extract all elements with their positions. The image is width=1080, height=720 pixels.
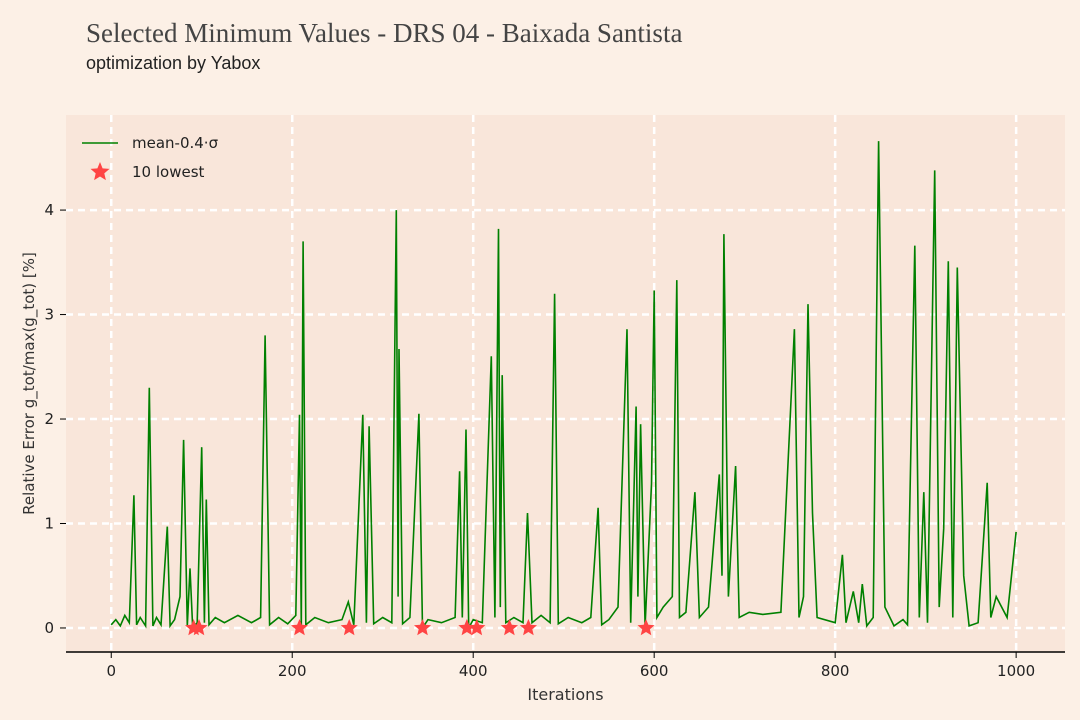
y-tick-label: 2 — [44, 410, 54, 428]
min-marker — [519, 619, 537, 636]
y-axis-label: Relative Error g_tot/max(g_tot) [%] — [20, 252, 39, 515]
x-tick-label: 600 — [640, 662, 669, 680]
legend-marker — [90, 162, 110, 181]
min-marker — [190, 619, 208, 636]
chart-subtitle: optimization by Yabox — [86, 53, 260, 73]
x-axis-label: Iterations — [527, 685, 603, 704]
min-marker — [340, 619, 358, 636]
x-tick-label: 800 — [821, 662, 850, 680]
y-tick-label: 4 — [44, 201, 54, 219]
plot-area — [66, 115, 1065, 652]
chart-title: Selected Minimum Values - DRS 04 - Baixa… — [86, 18, 682, 48]
data-line — [110, 141, 1017, 632]
y-tick-label: 1 — [44, 514, 54, 532]
min-marker — [468, 619, 486, 636]
legend-label: 10 lowest — [132, 163, 205, 181]
min-marker — [290, 619, 308, 636]
x-tick-label: 1000 — [997, 662, 1035, 680]
y-tick-label: 3 — [44, 306, 54, 324]
min-marker — [500, 619, 518, 636]
x-tick-label: 0 — [106, 662, 116, 680]
x-tick-label: 200 — [278, 662, 307, 680]
min-marker — [414, 619, 432, 636]
y-tick-label: 0 — [44, 619, 54, 637]
legend-label: mean-0.4·σ — [132, 134, 219, 152]
min-marker — [458, 619, 476, 636]
x-tick-label: 400 — [459, 662, 488, 680]
min-marker — [637, 619, 655, 636]
